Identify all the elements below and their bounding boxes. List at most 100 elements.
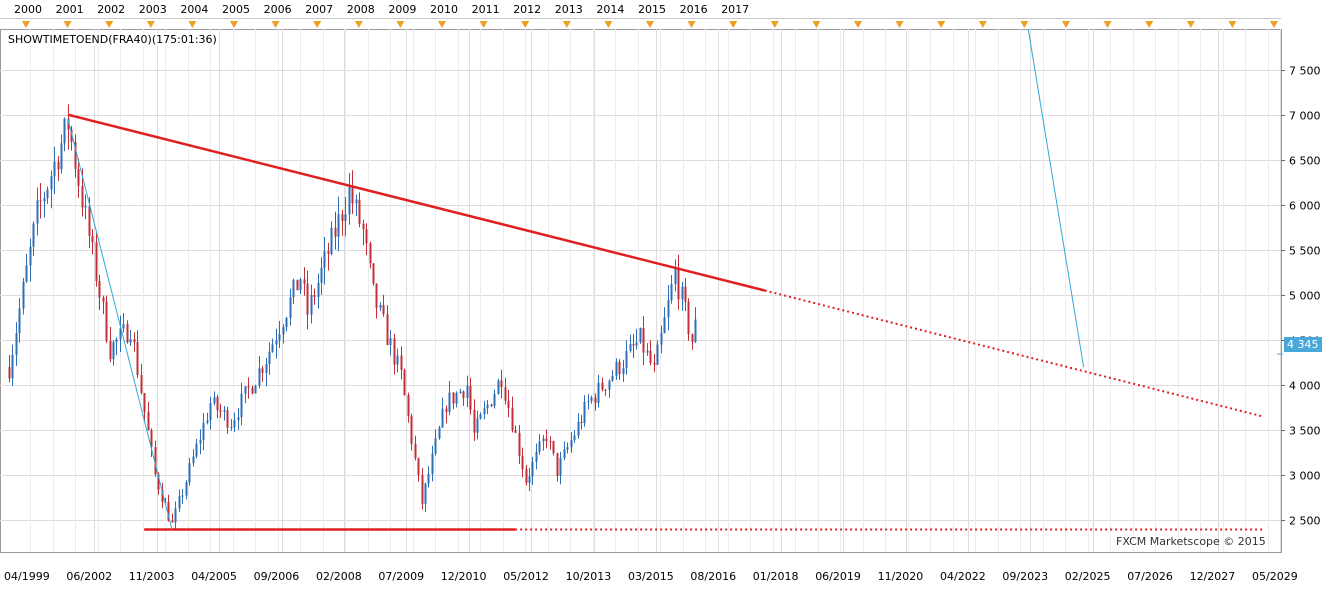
candle-body [50,176,53,190]
candle-body [590,397,593,402]
candle-body [317,282,320,297]
candle-body [618,361,621,374]
candle-body [694,319,697,342]
candle-body [219,410,222,412]
event-marker-icon [978,21,987,28]
candle-body [646,350,649,353]
candle-body [330,227,333,255]
candle-body [296,279,299,291]
candle-body [122,324,125,329]
candle-body [629,344,632,352]
candle-body [601,382,604,390]
y-tick-label: 6 500 [1289,155,1321,168]
candle-body [382,305,385,315]
candle-body [192,456,195,464]
chart-indicator-label: SHOWTIMETOEND(FRA40)(175:01:36) [8,33,217,46]
candle-body [171,520,174,523]
candle-body [424,483,427,504]
candle-body [580,421,583,424]
candle-body [531,461,534,477]
watermark: FXCM Marketscope © 2015 [1116,535,1266,548]
candle-body [653,362,656,365]
y-tick-label: 5 500 [1289,245,1321,258]
x-tick-label: 06/2019 [815,570,861,583]
x-tick-label: 12/2010 [441,570,487,583]
event-marker-icon [479,21,488,28]
candle-body [199,439,202,444]
candle-body [670,284,673,301]
resistance-trendline [67,113,766,292]
candle-body [226,410,229,428]
candle-body [414,443,417,459]
candle-body [278,334,281,341]
candle-body [379,305,382,308]
candle-body [223,410,226,412]
candle-body [91,235,94,243]
x-tick-label: 01/2018 [753,570,799,583]
candle-body [348,186,351,215]
candle-body [369,243,372,264]
event-marker-icon [438,21,446,28]
candle-body [421,474,424,504]
year-label: 2000 [14,3,42,16]
event-marker-icon [63,21,72,28]
candle-body [500,380,503,388]
candle-body [247,386,250,388]
candle-body [604,389,607,391]
candle-body [206,420,209,423]
candle-body [362,223,365,230]
candle-body [67,118,70,130]
candle-body [143,393,146,412]
candle-body [486,404,489,409]
candle-body [566,447,569,450]
y-tick-label: 6 000 [1289,200,1321,213]
candle-body [570,440,573,448]
candle-body [157,474,160,490]
candle-body [8,367,11,379]
candle-body [251,387,254,394]
candle-body [84,206,87,208]
event-marker-icon [854,21,862,28]
event-marker-icon [396,21,405,28]
candle-body [289,297,292,319]
candle-body [136,342,139,376]
event-marker-icon [1103,21,1112,28]
candle-body [275,340,278,345]
candle-body [684,286,687,302]
candle-body [434,438,437,454]
candle-body [313,294,316,297]
y-tick-label: 5 000 [1289,290,1321,303]
event-marker-icon [105,21,114,28]
event-marker-icon [895,21,904,28]
candle-body [282,327,285,335]
candle-body [53,161,56,177]
candle-body [323,251,326,268]
candle-body [667,300,670,318]
candle-body [691,334,694,342]
x-tick-label: 03/2015 [628,570,674,583]
candle-body [112,342,115,360]
year-label: 2017 [721,3,749,16]
candle-body [63,118,66,144]
x-tick-label: 06/2002 [66,570,112,583]
candle-body [473,409,476,433]
candle-body [528,476,531,483]
year-label: 2008 [347,3,375,16]
candle-body [32,223,35,247]
x-tick-label: 04/2022 [940,570,986,583]
candle-body [559,458,562,476]
candle-body [161,489,164,502]
x-tick-label: 12/2027 [1190,570,1236,583]
candle-body [74,141,77,169]
candle-body [188,463,191,483]
y-tick-label: 7 000 [1289,110,1321,123]
year-label: 2006 [264,3,292,16]
candle-body [237,417,240,421]
candle-body [445,408,448,412]
candle-body [521,456,524,470]
candle-body [639,328,642,343]
candle-body [310,294,313,315]
candle-body [511,407,514,431]
candle-body [77,168,80,186]
